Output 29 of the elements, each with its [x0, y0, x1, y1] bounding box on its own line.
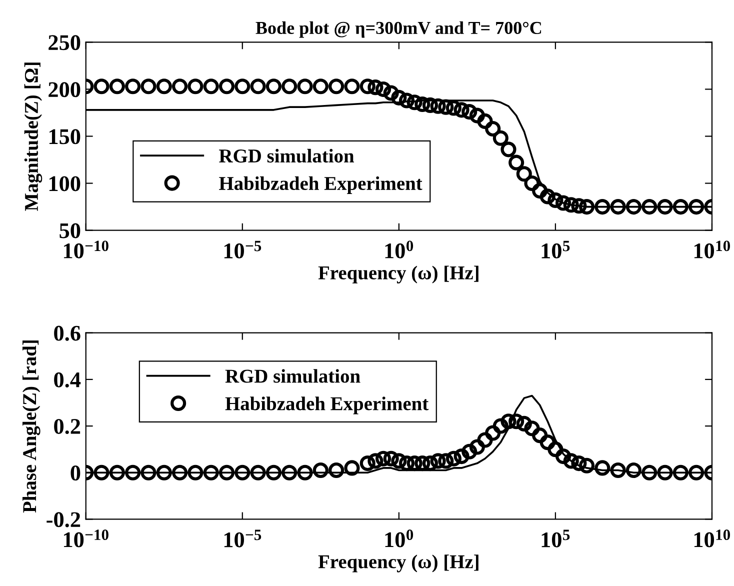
x-tick-label: 10$^{10}$: [694, 240, 730, 258]
x-tick-label: 10$^{0}$: [385, 530, 414, 548]
y-tick-label: 0: [70, 466, 80, 481]
x-axis-title: Frequency (ω) [Hz]: [318, 266, 478, 284]
legend-label: RGD simulation: [219, 148, 354, 163]
x-tick-label: 10$^{−10}$: [64, 240, 108, 258]
x-tick-label: 10$^{−5}$: [224, 240, 262, 258]
y-tick-label: 100: [49, 176, 80, 192]
legend-label: Habibzadeh Experiment: [225, 396, 429, 414]
y-tick-label: 250: [48, 35, 80, 50]
x-tick-label: 10$^{5}$: [542, 240, 570, 258]
y-tick-label: 150: [49, 129, 80, 144]
x-tick-label: 10$^{0}$: [385, 240, 414, 258]
x-tick-label: 10$^{−10}$: [64, 530, 108, 548]
legend-label: Habibzadeh Experiment: [219, 176, 422, 194]
x-tick-label: 10$^{5}$: [542, 530, 570, 548]
x-tick-label: 10$^{10}$: [694, 530, 730, 548]
legend-label: RGD simulation: [225, 369, 360, 383]
y-tick-label: 0.2: [54, 418, 80, 434]
y-tick-label: 0.4: [54, 372, 81, 388]
y-tick-label: 50: [60, 223, 80, 238]
y-tick-label: 0.6: [54, 326, 80, 341]
y-tick-label: 200: [48, 82, 80, 98]
x-axis-title: Frequency (ω) [Hz]: [318, 554, 478, 572]
y-tick-label: -0.2: [46, 512, 80, 528]
chart-title: Bode plot @ η=300mV and T= 700°C: [256, 21, 542, 38]
y-axis-title: Magnitude(Z) [Ω]: [24, 62, 42, 211]
x-tick-label: 10$^{−5}$: [224, 530, 262, 548]
y-axis-title: Phase Angle(Z) [rad]: [22, 340, 40, 513]
